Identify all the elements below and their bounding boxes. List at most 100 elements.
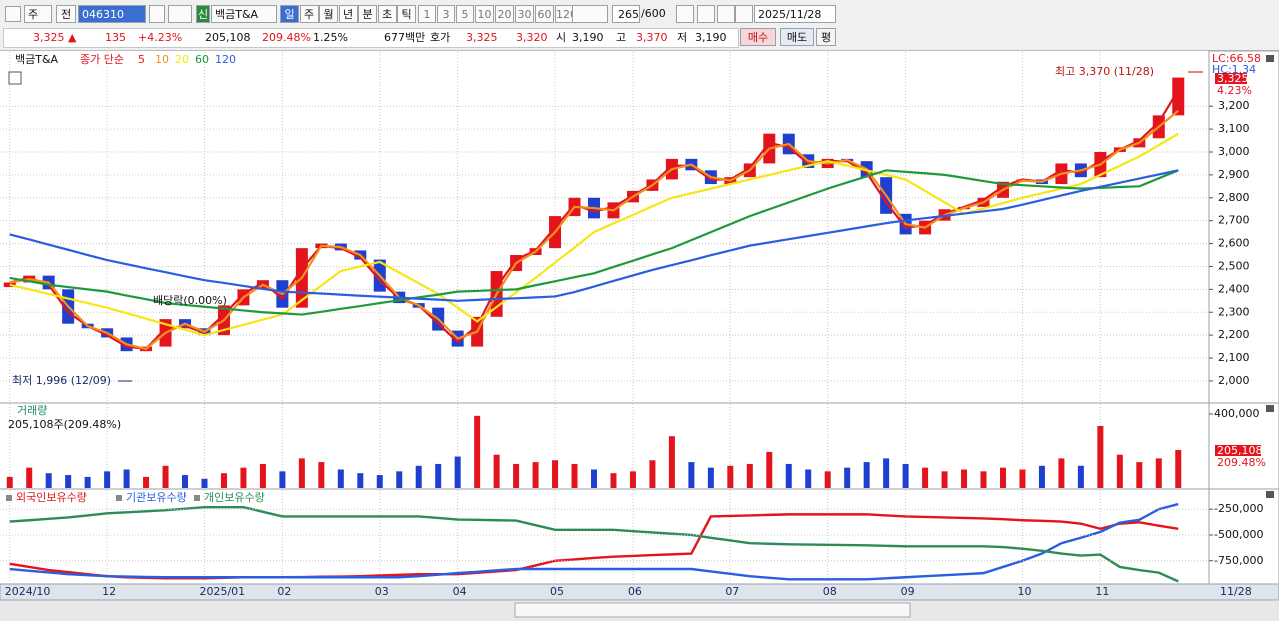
quote-field: 시 (556, 31, 567, 44)
minute-button[interactable]: 3 (437, 5, 455, 23)
tool-icon[interactable] (697, 5, 715, 23)
quote-field: 3,190 (572, 31, 604, 44)
volume-bar (1136, 462, 1143, 488)
quote-field: 209.48% (262, 31, 311, 44)
volume-bar (376, 475, 383, 488)
stock-code[interactable]: 046310 (78, 5, 146, 23)
minute-button[interactable]: 120 (555, 5, 577, 23)
interval-button[interactable]: 월 (319, 5, 338, 23)
volume-bar (396, 471, 403, 488)
menu-icon[interactable] (5, 6, 21, 22)
legend-swatch (116, 495, 122, 501)
volume-bar (337, 469, 344, 488)
volume-bar (1077, 465, 1084, 488)
pane-title: 백금T&A (15, 53, 59, 66)
x-tick-label: 03 (375, 585, 389, 598)
minute-button[interactable]: 20 (495, 5, 514, 23)
interval-button[interactable]: 일 (280, 5, 299, 23)
y-tick-label: 2,900 (1218, 168, 1250, 181)
quote-field: 호가 (430, 31, 451, 44)
minute-button[interactable]: 10 (475, 5, 494, 23)
volume-bar (941, 471, 948, 488)
y-tick-label: 3,100 (1218, 122, 1250, 135)
y-tick-label: 2,500 (1218, 259, 1250, 272)
volume-bar (1038, 465, 1045, 488)
interval-button[interactable]: 초 (377, 5, 397, 23)
trade-button[interactable]: 매도 (780, 28, 814, 46)
annotation-high: 최고 3,370 (11/28) (1055, 65, 1154, 78)
stock-name: 백금T&A (211, 5, 277, 23)
volume-bar (1058, 458, 1065, 488)
moving-average-line (9, 169, 1179, 316)
quote-field: 135 (105, 31, 126, 44)
unit-select[interactable] (572, 5, 608, 23)
volume-bar (961, 469, 968, 488)
interval-button[interactable]: 년 (338, 5, 358, 23)
volume-bar (143, 476, 150, 488)
period-select[interactable]: 주 (24, 5, 52, 23)
bar-max: /600 (641, 7, 666, 20)
tool-icon[interactable] (735, 5, 753, 23)
prev-button[interactable]: 전 (56, 5, 76, 23)
y-tick-label: 3,200 (1218, 99, 1250, 112)
y-tick-label: -750,000 (1214, 554, 1263, 567)
pane-close[interactable] (1266, 405, 1274, 412)
volume-bar (65, 475, 72, 488)
x-tick-label: 10 (1017, 585, 1031, 598)
quote-field: 205,108 (205, 31, 251, 44)
side-label: 209.48% (1217, 456, 1266, 469)
new-badge: 신 (196, 5, 210, 23)
volume-bar (688, 462, 695, 488)
pane-close[interactable] (1266, 55, 1274, 62)
volume-bar (493, 454, 500, 488)
scroll-thumb[interactable] (514, 602, 911, 618)
x-tick-label: 11 (1095, 585, 1109, 598)
holding-line (9, 505, 1179, 583)
date-field[interactable]: 2025/11/28 (754, 5, 836, 23)
holding-line (9, 502, 1179, 581)
moving-average-line (9, 109, 1179, 351)
volume-bar (532, 462, 539, 488)
sound-icon[interactable] (168, 5, 192, 23)
volume-bar (123, 469, 130, 488)
minute-button[interactable]: 1 (418, 5, 436, 23)
x-tick-label: 07 (725, 585, 739, 598)
volume-bar (513, 463, 520, 488)
candle-body (3, 282, 16, 288)
interval-button[interactable]: 분 (358, 5, 377, 23)
tool-icon[interactable] (717, 5, 735, 23)
volume-bar (182, 475, 189, 488)
legend-entry: 개인보유수량 (204, 491, 265, 504)
interval-button[interactable]: 주 (299, 5, 319, 23)
y-tick-label: 2,700 (1218, 214, 1250, 227)
side-label: 205,108 (1217, 444, 1263, 457)
pane-subtitle: 종가 단순 (80, 53, 124, 66)
y-tick-label: 2,800 (1218, 191, 1250, 204)
minute-button[interactable]: 60 (535, 5, 554, 23)
volume-bar (1097, 426, 1104, 488)
minute-button[interactable]: 5 (456, 5, 474, 23)
side-label: HC:1.34 (1212, 63, 1256, 76)
interval-button[interactable]: 틱 (397, 5, 416, 23)
minute-button[interactable]: 30 (515, 5, 534, 23)
quote-field: 3,325 (466, 31, 498, 44)
bar-count[interactable]: 265 (612, 5, 640, 23)
volume-bar (45, 473, 52, 488)
volume-bar (785, 463, 792, 488)
volume-bar (746, 463, 753, 488)
x-tick-label: 06 (628, 585, 642, 598)
grid-icon[interactable] (8, 71, 22, 85)
quote-field: 3,325 ▲ (33, 31, 77, 44)
trade-button[interactable]: 매수 (740, 28, 776, 46)
volume-bar (1019, 469, 1026, 488)
trade-button[interactable]: 평 (816, 28, 836, 46)
tool-icon[interactable] (676, 5, 694, 23)
volume-bar (6, 476, 13, 488)
pane-close[interactable] (1266, 491, 1274, 498)
volume-bar (220, 473, 227, 488)
search-icon[interactable] (149, 5, 165, 23)
volume-bar (435, 463, 442, 488)
legend-swatch (6, 495, 12, 501)
